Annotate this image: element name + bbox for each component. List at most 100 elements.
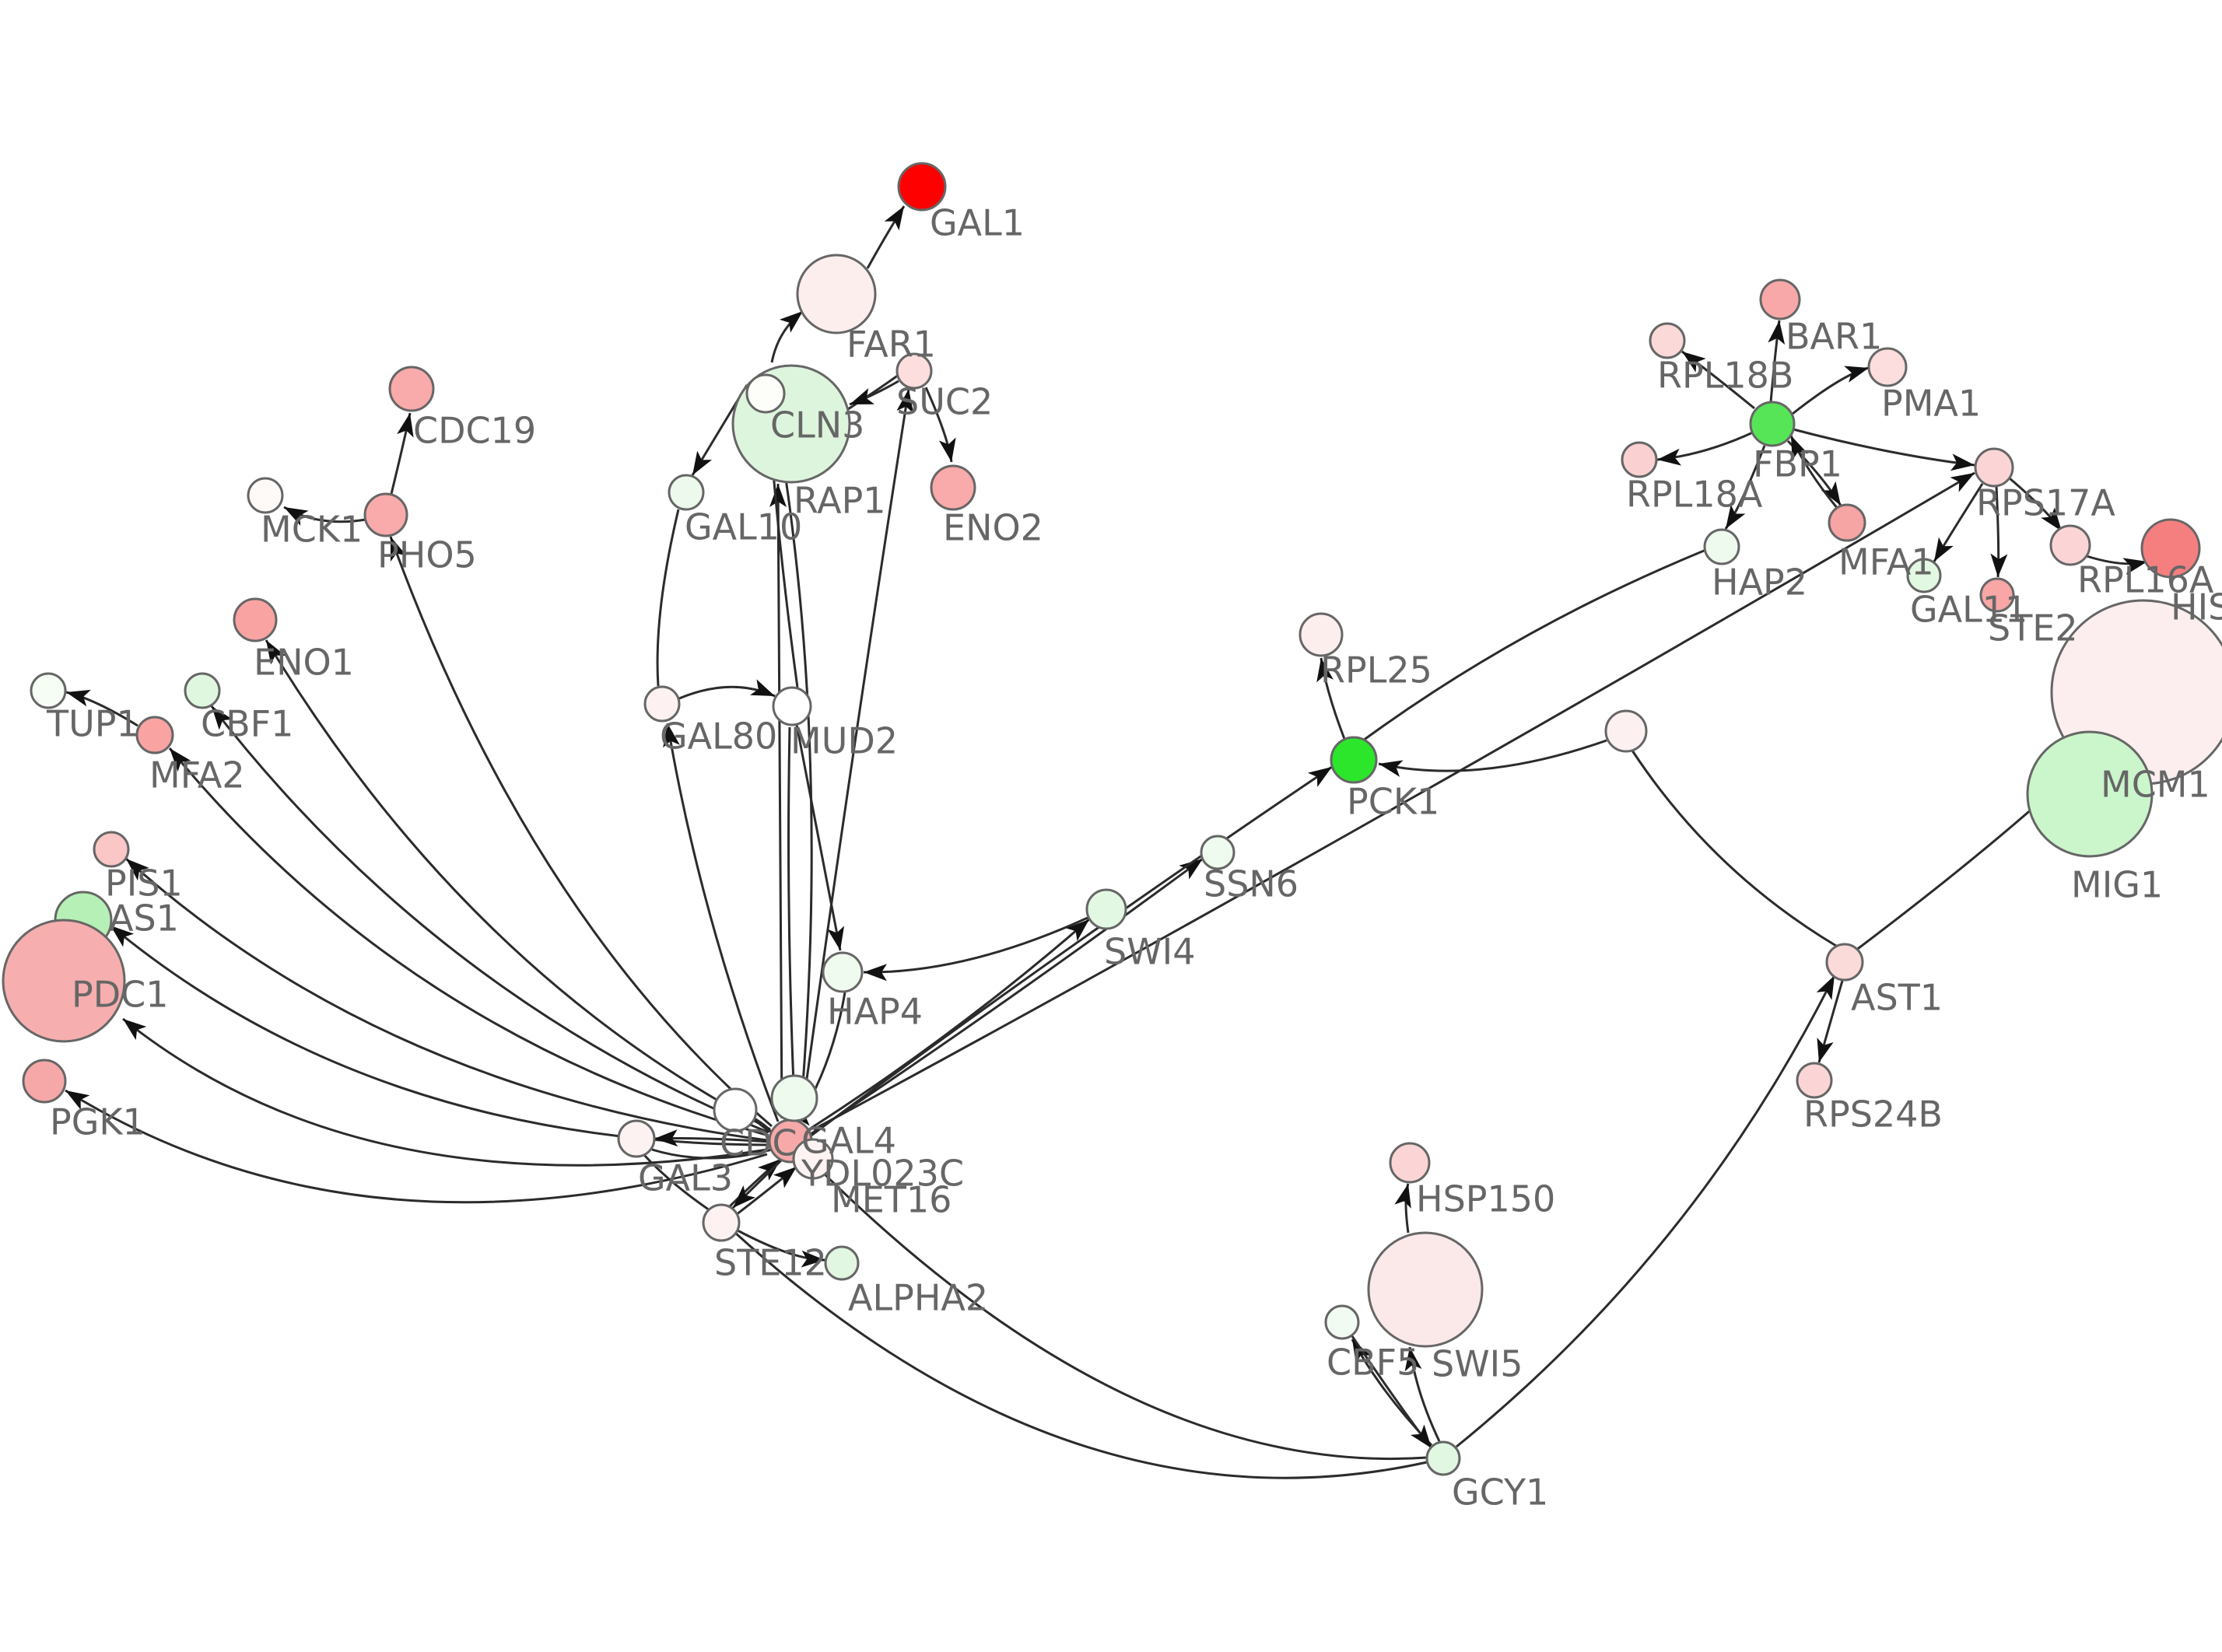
arrowhead-icon (733, 1185, 756, 1208)
graph-node-ydl023c[interactable] (792, 1138, 834, 1180)
arrowhead-icon (1394, 1184, 1411, 1209)
graph-node-alpha2[interactable] (824, 1245, 860, 1281)
edge-GAL4-to-RPS17A (813, 471, 1975, 1131)
edge-GCY1-to-SWI5 (1404, 1346, 1441, 1442)
graph-node-pho5[interactable] (363, 492, 408, 537)
node-label-hap4: HAP4 (827, 990, 923, 1032)
node-label-pma1: PMA1 (1881, 382, 1981, 424)
edge-MFA1-to-FBP1 (1789, 435, 1839, 509)
edge-line (265, 639, 771, 1131)
edge-FBP1-to-RPL18B (1681, 350, 1755, 410)
graph-node-gal10[interactable] (668, 474, 705, 511)
edge-line (656, 509, 680, 687)
arrowhead-icon (1657, 448, 1682, 466)
node-label-pck1: PCK1 (1347, 780, 1439, 822)
graph-node-pma1[interactable] (1867, 347, 1908, 387)
arrowhead-icon (266, 640, 286, 665)
node-label-gal10: GAL10 (685, 506, 802, 548)
graph-node-met16[interactable] (770, 1074, 818, 1122)
graph-node-cdc19[interactable] (388, 366, 435, 412)
graph-node-pck1[interactable] (1330, 736, 1378, 784)
graph-node-mfa2[interactable] (135, 716, 174, 754)
arrowhead-icon (779, 311, 803, 333)
node-label-tup1: TUP1 (46, 702, 139, 744)
edge-FAR1-to-GAL1 (866, 205, 906, 269)
graph-node-cdc[interactable] (713, 1087, 758, 1132)
graph-node-mfa1[interactable] (1828, 503, 1866, 542)
edge-GAL4-to-MFA2 (168, 747, 769, 1137)
graph-node-gal3[interactable] (617, 1119, 656, 1158)
graph-node-bar1[interactable] (1759, 278, 1801, 320)
graph-node-pdc1[interactable] (2, 919, 126, 1043)
node-label-pis1: PIS1 (105, 862, 183, 904)
edge-STE12-to-YDL023C (735, 1165, 797, 1216)
arrowhead-icon (769, 484, 787, 508)
node-label-pgk1: PGK1 (50, 1101, 145, 1143)
node-label-mud2: MUD2 (790, 719, 898, 761)
graph-node-gal1[interactable] (897, 162, 947, 212)
graph-node-pis1[interactable] (93, 831, 130, 868)
graph-node-eno1[interactable] (233, 597, 278, 642)
graph-node-hap2[interactable] (1703, 528, 1740, 565)
graph-node-ast1[interactable] (1825, 943, 1864, 982)
graph-node-eno2[interactable] (930, 464, 976, 511)
edge-RPS17A-to-STE2 (1990, 485, 2008, 578)
graph-node-ssn6[interactable] (1200, 835, 1235, 870)
graph-node-fbp1[interactable] (1749, 401, 1796, 447)
node-label-rpl18a: RPL18A (1626, 473, 1763, 515)
graph-node-cbf5[interactable] (1324, 1304, 1360, 1340)
edge-FBP1-to-HAP2 (1724, 445, 1766, 530)
edge-MUD2-to-HAP4 (795, 724, 845, 951)
node-label-fbp1: FBP1 (1753, 443, 1842, 485)
graph-node-rps24b[interactable] (1796, 1062, 1833, 1099)
graph-node-hap4[interactable] (822, 951, 864, 993)
edge-STE12-to-ALPHA2 (737, 1229, 825, 1268)
edge-GAL4-to-SUC2 (800, 388, 914, 1119)
graph-node-gal80[interactable] (643, 685, 681, 723)
graph-node-rpl18a[interactable] (1621, 441, 1658, 478)
arrowhead-icon (1404, 1347, 1422, 1372)
edge-CBF5-to-GCY1 (1351, 1335, 1433, 1449)
graph-node-suc2[interactable] (895, 352, 933, 390)
edge-SWI5-to-HSP150 (1394, 1183, 1411, 1234)
graph-node-swi5[interactable] (1367, 1231, 1484, 1348)
edge-line (810, 857, 1204, 1136)
arrowhead-icon (390, 537, 407, 562)
arrowhead-icon (938, 437, 956, 462)
arrowhead-icon (1682, 352, 1706, 373)
arrowhead-icon (2122, 558, 2147, 575)
graph-node-rpl18b[interactable] (1649, 322, 1686, 359)
graph-node-far1[interactable] (796, 254, 877, 334)
edge-line (813, 471, 1975, 1131)
node-label-mfa1: MFA1 (1838, 541, 1934, 583)
graph-node-pgk1[interactable] (22, 1059, 67, 1104)
arrowhead-icon (1066, 919, 1089, 941)
graph-node-cbf1[interactable] (184, 672, 221, 709)
graph-node-mig1[interactable] (2026, 730, 2154, 858)
graph-node-gal11[interactable] (1906, 558, 1942, 593)
node-label-rpl18b: RPL18B (1657, 354, 1793, 396)
graph-node-hub_r[interactable] (1604, 709, 1648, 753)
graph-node-his4[interactable] (2140, 518, 2201, 579)
node-label-ste12: STE12 (714, 1241, 827, 1283)
arrowhead-icon (663, 723, 680, 748)
graph-node-swi4[interactable] (1085, 888, 1127, 930)
graph-node-gcy1[interactable] (1425, 1440, 1461, 1476)
graph-node-rap1[interactable] (745, 373, 786, 414)
graph-node-mck1[interactable] (247, 477, 284, 514)
graph-node-ste2[interactable] (1979, 577, 2015, 613)
graph-node-hsp150[interactable] (1389, 1142, 1431, 1184)
node-label-cdc19: CDC19 (413, 409, 536, 451)
graph-node-rpl25[interactable] (1299, 612, 1344, 657)
edge-line (168, 747, 769, 1137)
graph-node-mud2[interactable] (772, 686, 812, 726)
edge-GAL4-to-PGK1 (65, 1089, 768, 1204)
arrowhead-icon (2041, 507, 2062, 531)
graph-node-rpl16a[interactable] (2049, 524, 2091, 566)
graph-node-rps17a[interactable] (1974, 447, 2014, 488)
graph-node-tup1[interactable] (30, 672, 67, 709)
graph-node-ste12[interactable] (702, 1203, 741, 1242)
node-label-met16: MET16 (831, 1178, 952, 1220)
arrowhead-icon (884, 206, 904, 231)
